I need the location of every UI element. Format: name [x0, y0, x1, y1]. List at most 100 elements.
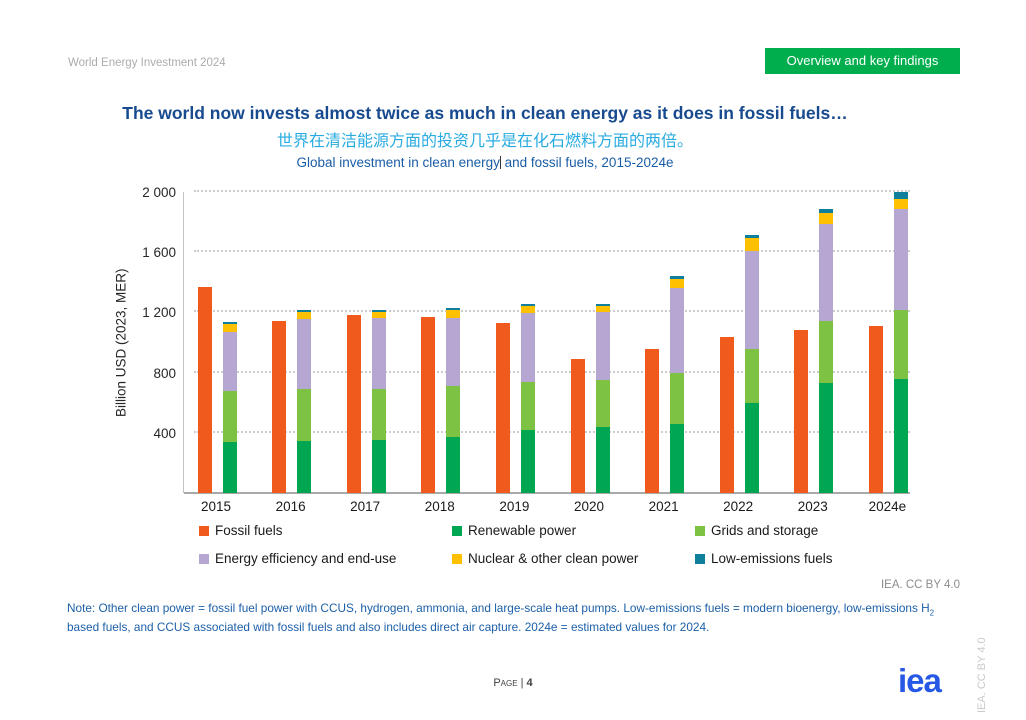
- page-label: Page |: [493, 677, 527, 689]
- clean-energy-segment-nuclear-other-clean-power: [297, 311, 312, 320]
- clean-energy-segment-energy-efficiency-and-end-use: [222, 331, 237, 391]
- page-number-value: 4: [526, 677, 533, 689]
- clean-energy-segment-renewable-power: [744, 403, 759, 493]
- clean-energy-segment-low-emissions-fuels: [520, 304, 535, 306]
- clean-energy-segment-grids-and-storage: [371, 389, 386, 441]
- y-tick-label: 400: [153, 425, 176, 441]
- legend-item: Energy efficiency and end-use: [199, 551, 452, 566]
- legend-label: Energy efficiency and end-use: [215, 551, 397, 566]
- plot-area: [183, 190, 910, 494]
- clean-energy-segment-renewable-power: [819, 383, 834, 493]
- legend-swatch-icon: [199, 525, 209, 536]
- clean-energy-segment-nuclear-other-clean-power: [520, 305, 535, 314]
- report-title: World Energy Investment 2024: [68, 57, 226, 69]
- y-tick-label: 1 200: [142, 305, 176, 321]
- clean-energy-segment-low-emissions-fuels: [371, 310, 386, 312]
- fossil-fuels-bar: [421, 316, 436, 493]
- clean-energy-segment-renewable-power: [371, 440, 386, 493]
- legend-label: Low-emissions fuels: [711, 551, 833, 566]
- clean-energy-segment-nuclear-other-clean-power: [222, 323, 237, 332]
- clean-energy-segment-renewable-power: [520, 429, 535, 493]
- page-title: The world now invests almost twice as mu…: [122, 103, 848, 123]
- clean-energy-segment-grids-and-storage: [595, 380, 610, 427]
- section-badge: Overview and key findings: [765, 48, 960, 74]
- chart-title-part1: Global investment in clean energy: [296, 155, 500, 170]
- y-tick-label: 800: [153, 365, 176, 381]
- clean-energy-segment-nuclear-other-clean-power: [371, 311, 386, 319]
- x-tick-label: 2017: [350, 499, 381, 514]
- chart-title-part2: and fossil fuels, 2015-2024e: [500, 155, 674, 170]
- y-tick-label: 2 000: [142, 185, 176, 200]
- clean-energy-segment-low-emissions-fuels: [893, 192, 908, 199]
- page-number: Page | 4: [0, 677, 1026, 689]
- clean-energy-segment-low-emissions-fuels: [446, 307, 461, 311]
- clean-energy-segment-low-emissions-fuels: [744, 234, 759, 238]
- legend-item: Fossil fuels: [199, 523, 452, 538]
- x-tick-label: 2015: [200, 499, 232, 514]
- x-tick-label: 2019: [499, 499, 530, 514]
- clean-energy-segment-low-emissions-fuels: [297, 310, 312, 312]
- clean-energy-segment-grids-and-storage: [819, 321, 834, 384]
- clean-energy-segment-nuclear-other-clean-power: [670, 278, 685, 289]
- legend-swatch-icon: [695, 553, 705, 564]
- legend-item: Nuclear & other clean power: [452, 551, 695, 566]
- clean-energy-segment-renewable-power: [595, 426, 610, 493]
- fossil-fuels-bar: [495, 322, 510, 493]
- y-tick-label: 1 600: [142, 245, 176, 261]
- clean-energy-segment-low-emissions-fuels: [819, 208, 834, 214]
- legend-swatch-icon: [452, 525, 462, 536]
- clean-energy-segment-low-emissions-fuels: [222, 322, 237, 324]
- clean-energy-segment-grids-and-storage: [222, 390, 237, 442]
- chart-title[interactable]: Global investment in clean energy and fo…: [0, 155, 970, 170]
- clean-energy-segment-nuclear-other-clean-power: [744, 237, 759, 252]
- vertical-cc-attribution: IEA. CC BY 4.0: [976, 637, 988, 713]
- title-block: The world now invests almost twice as mu…: [0, 103, 970, 170]
- legend-swatch-icon: [452, 553, 462, 564]
- legend-swatch-icon: [695, 525, 705, 536]
- clean-energy-segment-renewable-power: [297, 441, 312, 493]
- legend-swatch-icon: [199, 553, 209, 564]
- clean-energy-segment-energy-efficiency-and-end-use: [371, 318, 386, 390]
- clean-energy-segment-renewable-power: [670, 423, 685, 493]
- legend-label: Fossil fuels: [215, 523, 283, 538]
- fossil-fuels-bar: [197, 286, 212, 493]
- gridline: [194, 430, 910, 433]
- x-tick-label: 2022: [723, 499, 754, 514]
- x-axis-labels: 2015 2016 2017 2018 2019 2020 2021 2022 2023 2024…: [183, 499, 910, 519]
- text-cursor: [499, 156, 501, 169]
- gridline: [194, 250, 910, 253]
- x-tick-label: 2018: [424, 499, 455, 514]
- clean-energy-segment-nuclear-other-clean-power: [446, 310, 461, 318]
- clean-energy-segment-renewable-power: [222, 441, 237, 493]
- clean-energy-segment-grids-and-storage: [744, 348, 759, 404]
- clean-energy-segment-grids-and-storage: [670, 373, 685, 424]
- clean-energy-segment-energy-efficiency-and-end-use: [446, 317, 461, 387]
- x-tick-label: 2024e: [868, 499, 907, 514]
- footnote-text-2: based fuels, and CCUS associated with fo…: [67, 619, 710, 634]
- clean-energy-segment-grids-and-storage: [893, 310, 908, 379]
- legend-item: Renewable power: [452, 523, 695, 538]
- x-tick-label: 2016: [275, 499, 306, 514]
- fossil-fuels-bar: [645, 349, 660, 493]
- x-tick-label: 2023: [797, 499, 828, 514]
- chart-legend: Fossil fuels Renewable power Grids and sto…: [199, 523, 833, 566]
- gridline: [194, 310, 910, 313]
- clean-energy-segment-low-emissions-fuels: [670, 275, 685, 279]
- footnote-subscript: 2: [929, 608, 935, 618]
- legend-item: Low-emissions fuels: [695, 551, 833, 566]
- clean-energy-segment-nuclear-other-clean-power: [893, 198, 908, 210]
- footnote-text: Note: Other clean power = fossil fuel po…: [67, 601, 930, 615]
- fossil-fuels-bar: [272, 321, 287, 493]
- clean-energy-segment-energy-efficiency-and-end-use: [595, 312, 610, 381]
- clean-energy-segment-nuclear-other-clean-power: [819, 213, 834, 224]
- clean-energy-segment-nuclear-other-clean-power: [595, 305, 610, 313]
- gridline: [194, 190, 910, 192]
- fossil-fuels-bar: [719, 337, 734, 493]
- clean-energy-segment-grids-and-storage: [446, 386, 461, 437]
- gridline: [194, 370, 910, 373]
- footnote: Note: Other clean power = fossil fuel po…: [67, 600, 964, 636]
- x-tick-label: 2020: [573, 499, 605, 514]
- clean-energy-segment-low-emissions-fuels: [595, 304, 610, 306]
- fossil-fuels-bar: [794, 330, 809, 493]
